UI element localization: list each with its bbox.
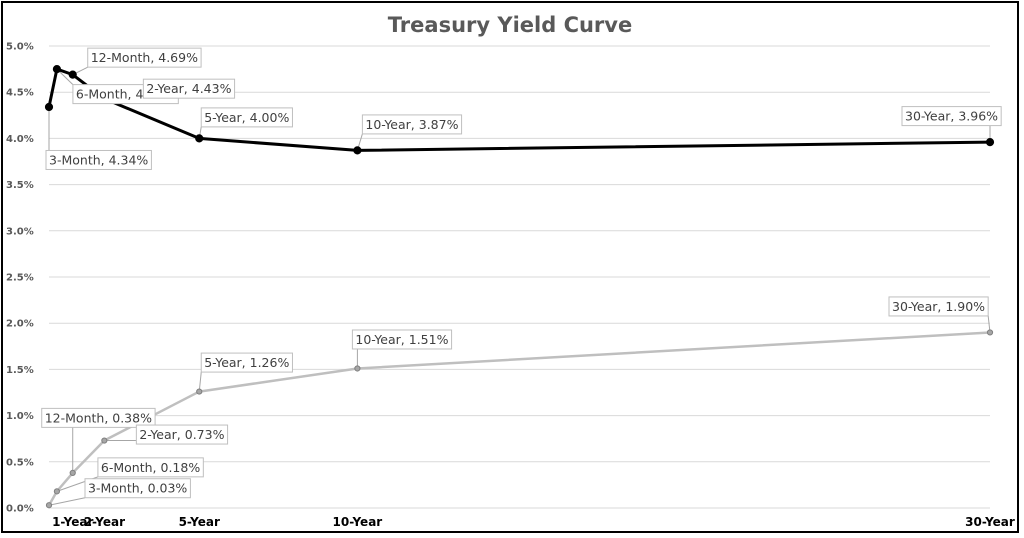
data-label: 6-Month, 0.18%: [97, 457, 204, 478]
data-label-text: 12-Month, 0.38%: [45, 410, 152, 425]
data-label-text: 6-Month, 0.18%: [101, 460, 200, 475]
data-label: 5-Year, 4.00%: [200, 107, 293, 128]
chart-title: Treasury Yield Curve: [387, 13, 633, 37]
y-tick-label: 5.0%: [6, 42, 34, 53]
data-point: [68, 70, 77, 79]
data-point: [985, 137, 995, 147]
data-label: 12-Month, 4.69%: [87, 47, 202, 68]
x-tick-label: 30-Year: [965, 515, 1015, 529]
x-tick-label: 2-Year: [84, 515, 125, 529]
data-point: [354, 365, 361, 372]
data-label-text: 10-Year, 1.51%: [355, 332, 448, 347]
y-tick-label: 4.5%: [6, 88, 34, 99]
data-label-text: 10-Year, 3.87%: [365, 117, 458, 132]
x-tick-label: 5-Year: [179, 515, 220, 529]
y-tick-label: 4.0%: [6, 134, 34, 145]
data-label-box: [97, 457, 204, 478]
y-tick-label: 0.0%: [6, 504, 34, 515]
label-leader-line: [48, 497, 86, 506]
label-leader-line: [198, 372, 202, 392]
data-label: 2-Year, 0.73%: [135, 424, 229, 445]
data-label-box: [135, 424, 229, 445]
data-label: 30-Year, 1.90%: [888, 296, 989, 317]
data-label-box: [351, 329, 453, 350]
data-label-text: 5-Year, 4.00%: [204, 110, 289, 125]
data-label: 30-Year, 3.96%: [901, 106, 1002, 127]
y-tick-label: 2.5%: [6, 273, 34, 284]
data-label-box: [200, 107, 293, 128]
data-labels: 3-Month, 4.34%6-Month, 4.75%12-Month, 4.…: [41, 47, 1002, 499]
data-point: [101, 437, 108, 444]
x-tick-label: 10-Year: [333, 515, 383, 529]
data-label: 10-Year, 3.87%: [361, 114, 463, 135]
data-point: [196, 388, 203, 395]
x-tick-label: 1-Year: [52, 515, 93, 529]
data-label: 2-Year, 4.43%: [142, 78, 236, 99]
data-label-text: 3-Month, 4.34%: [49, 152, 148, 167]
data-point: [69, 469, 76, 476]
data-label-box: [200, 352, 293, 373]
data-label-box: [361, 114, 463, 135]
data-point: [53, 488, 61, 495]
data-point: [986, 329, 994, 336]
data-label-box: [142, 78, 236, 99]
data-label: 10-Year, 1.51%: [351, 329, 453, 350]
data-label-text: 30-Year, 1.90%: [892, 299, 985, 314]
data-label-text: 2-Year, 4.43%: [146, 81, 231, 96]
y-tick-label: 3.5%: [6, 180, 34, 191]
data-label-box: [87, 47, 202, 68]
y-axis-ticks: 0.0% 0.5% 1.0% 1.5% 2.0% 2.5% 3.0% 3.5% 4.0% 4.5%…: [6, 42, 34, 515]
data-label-text: 2-Year, 0.73%: [139, 427, 224, 442]
y-tick-label: 3.0%: [6, 226, 34, 237]
data-label: 3-Month, 0.03%: [84, 478, 191, 499]
data-label-box: [45, 149, 152, 170]
y-tick-label: 2.0%: [6, 319, 34, 330]
data-point: [195, 134, 204, 143]
data-label-box: [41, 407, 156, 428]
y-tick-label: 0.5%: [6, 457, 34, 468]
y-tick-label: 1.0%: [6, 411, 34, 422]
data-label-box: [888, 296, 989, 317]
data-label: 5-Year, 1.26%: [200, 352, 293, 373]
data-label-text: 30-Year, 3.96%: [905, 109, 998, 124]
data-point: [353, 146, 362, 155]
data-point: [52, 65, 62, 74]
data-label-text: 3-Month, 0.03%: [88, 481, 187, 496]
data-label-text: 5-Year, 1.26%: [204, 355, 289, 370]
data-point: [44, 102, 54, 112]
data-label: 12-Month, 0.38%: [41, 407, 156, 428]
data-label-text: 12-Month, 4.69%: [91, 50, 198, 65]
data-point: [45, 502, 53, 509]
data-label-box: [84, 478, 191, 499]
data-label-box: [901, 106, 1002, 127]
y-tick-label: 1.5%: [6, 365, 34, 376]
data-label: 3-Month, 4.34%: [45, 149, 152, 170]
